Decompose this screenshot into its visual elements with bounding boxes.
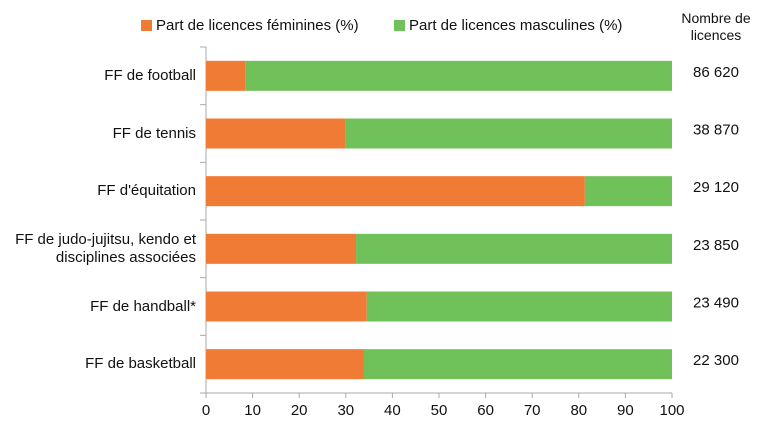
x-tick-label: 0: [202, 402, 210, 419]
bar-segment: [356, 233, 672, 264]
x-tick-label: 90: [617, 402, 634, 419]
legend-label: Part de licences masculines (%): [409, 17, 622, 34]
category-label: FF de handball*: [90, 297, 196, 315]
bar-segment: [584, 176, 672, 207]
x-tick-label: 60: [477, 402, 494, 419]
category-label: FF de basketball: [85, 355, 196, 373]
x-tick-label: 80: [570, 402, 587, 419]
licence-count: 29 120: [693, 179, 739, 196]
bar-segment: [366, 291, 672, 322]
bar-segment: [206, 233, 357, 264]
x-tick-label: 30: [337, 402, 354, 419]
x-tick-label: 20: [291, 402, 308, 419]
bar-segment: [206, 349, 364, 380]
x-tick-label: 70: [524, 402, 541, 419]
bar-segment: [245, 60, 673, 91]
category-label: FF de tennis: [112, 124, 196, 142]
x-tick-label: 40: [384, 402, 401, 419]
licence-count: 38 870: [693, 121, 739, 138]
bar-segment: [345, 118, 672, 149]
bar-segment: [206, 60, 246, 91]
category-label: FF de judo-jujitsu, kendo et disciplines…: [15, 230, 196, 266]
licence-count: 23 850: [693, 237, 739, 254]
category-label: FF de football: [104, 66, 196, 84]
x-tick-label: 50: [431, 402, 448, 419]
x-tick-label: 10: [244, 402, 261, 419]
licence-count: 23 490: [693, 294, 739, 311]
legend-swatch: [141, 20, 152, 31]
bar-segment: [206, 118, 346, 149]
bar-segment: [206, 176, 585, 207]
licence-count: 22 300: [693, 352, 739, 369]
licence-count: 86 620: [693, 64, 739, 81]
bar-segment: [206, 291, 367, 322]
x-tick-label: 100: [659, 402, 684, 419]
legend-swatch: [394, 20, 405, 31]
licences-header: Nombre de licences: [681, 10, 751, 43]
bar-segment: [363, 349, 672, 380]
category-label: FF d'équitation: [97, 182, 196, 200]
legend-label: Part de licences féminines (%): [156, 17, 359, 34]
